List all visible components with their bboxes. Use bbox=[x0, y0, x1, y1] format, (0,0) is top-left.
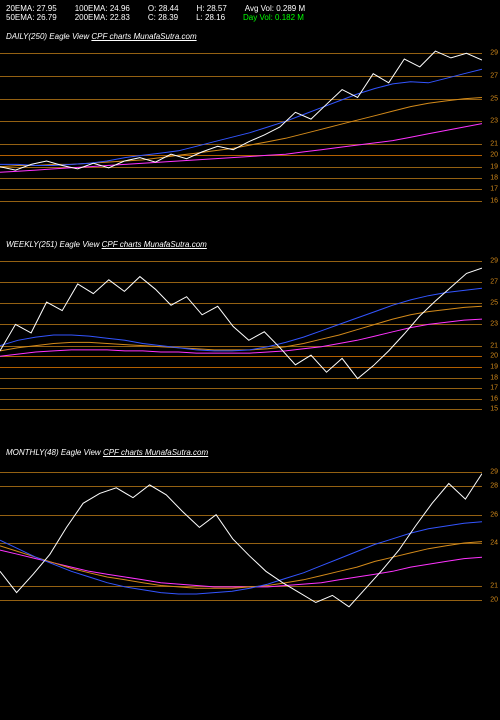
stat-l: L: 28.16 bbox=[196, 13, 225, 22]
y-axis-label: 16 bbox=[490, 395, 498, 402]
chart-panel-2: 29 28 26 24 21 20 bbox=[0, 458, 500, 628]
chart-title-prefix: DAILY(250) Eagle View bbox=[6, 32, 91, 41]
y-axis-label: 25 bbox=[490, 95, 498, 102]
stat-avgvol: Avg Vol: 0.289 M bbox=[245, 4, 305, 13]
y-axis-label: 28 bbox=[490, 483, 498, 490]
y-axis-label: 27 bbox=[490, 278, 498, 285]
y-axis-label: 15 bbox=[490, 406, 498, 413]
chart-panel-1: 29 27 25 23 21 20 19 18 17 16 15 bbox=[0, 250, 500, 420]
series-line-1 bbox=[0, 98, 482, 167]
y-axis-label: 29 bbox=[490, 257, 498, 264]
header-row-1: 20EMA: 27.95 100EMA: 24.96 O: 28.44 H: 28.5… bbox=[6, 4, 494, 13]
y-axis-label: 29 bbox=[490, 469, 498, 476]
y-axis-label: 19 bbox=[490, 163, 498, 170]
y-axis-label: 21 bbox=[490, 141, 498, 148]
stat-h: H: 28.57 bbox=[197, 4, 227, 13]
series-line-1 bbox=[0, 542, 482, 589]
y-axis-label: 23 bbox=[490, 118, 498, 125]
y-axis-label: 17 bbox=[490, 385, 498, 392]
stat-50ema: 50EMA: 26.79 bbox=[6, 13, 57, 22]
chart-title-prefix: WEEKLY(251) Eagle View bbox=[6, 240, 102, 249]
chart-title-link[interactable]: CPF charts MunafaSutra.com bbox=[102, 240, 207, 249]
stat-dayvol: Day Vol: 0.182 M bbox=[243, 13, 304, 22]
series-line-2 bbox=[0, 522, 482, 594]
chart-panel-0: 29 27 25 23 21 20 19 18 17 16 bbox=[0, 42, 500, 212]
chart-svg bbox=[0, 250, 482, 420]
y-axis-label: 24 bbox=[490, 540, 498, 547]
y-axis-label: 18 bbox=[490, 374, 498, 381]
series-line-3 bbox=[0, 268, 482, 379]
chart-title-prefix: MONTHLY(48) Eagle View bbox=[6, 448, 103, 457]
stat-20ema: 20EMA: 27.95 bbox=[6, 4, 57, 13]
y-axis-label: 27 bbox=[490, 73, 498, 80]
chart-svg bbox=[0, 42, 482, 212]
chart-svg bbox=[0, 458, 482, 628]
series-line-3 bbox=[0, 51, 482, 170]
header-stats: 20EMA: 27.95 100EMA: 24.96 O: 28.44 H: 28.5… bbox=[0, 0, 500, 26]
chart-title-link[interactable]: CPF charts MunafaSutra.com bbox=[103, 448, 208, 457]
y-axis-label: 29 bbox=[490, 50, 498, 57]
y-axis-label: 26 bbox=[490, 511, 498, 518]
y-axis-label: 19 bbox=[490, 363, 498, 370]
y-axis-label: 25 bbox=[490, 300, 498, 307]
stat-100ema: 100EMA: 24.96 bbox=[75, 4, 130, 13]
y-axis-label: 21 bbox=[490, 342, 498, 349]
y-axis-label: 18 bbox=[490, 175, 498, 182]
stat-c: C: 28.39 bbox=[148, 13, 178, 22]
y-axis-label: 20 bbox=[490, 353, 498, 360]
chart-title-link[interactable]: CPF charts MunafaSutra.com bbox=[91, 32, 196, 41]
series-line-0 bbox=[0, 124, 482, 173]
stat-o: O: 28.44 bbox=[148, 4, 179, 13]
series-line-1 bbox=[0, 306, 482, 351]
y-axis-label: 20 bbox=[490, 596, 498, 603]
header-row-2: 50EMA: 26.79 200EMA: 22.83 C: 28.39 L: 28.1… bbox=[6, 13, 494, 22]
series-line-2 bbox=[0, 288, 482, 351]
y-axis-label: 17 bbox=[490, 186, 498, 193]
y-axis-label: 16 bbox=[490, 197, 498, 204]
y-axis-label: 21 bbox=[490, 582, 498, 589]
y-axis-label: 20 bbox=[490, 152, 498, 159]
y-axis-label: 23 bbox=[490, 321, 498, 328]
series-line-2 bbox=[0, 69, 482, 165]
stat-200ema: 200EMA: 22.83 bbox=[75, 13, 130, 22]
